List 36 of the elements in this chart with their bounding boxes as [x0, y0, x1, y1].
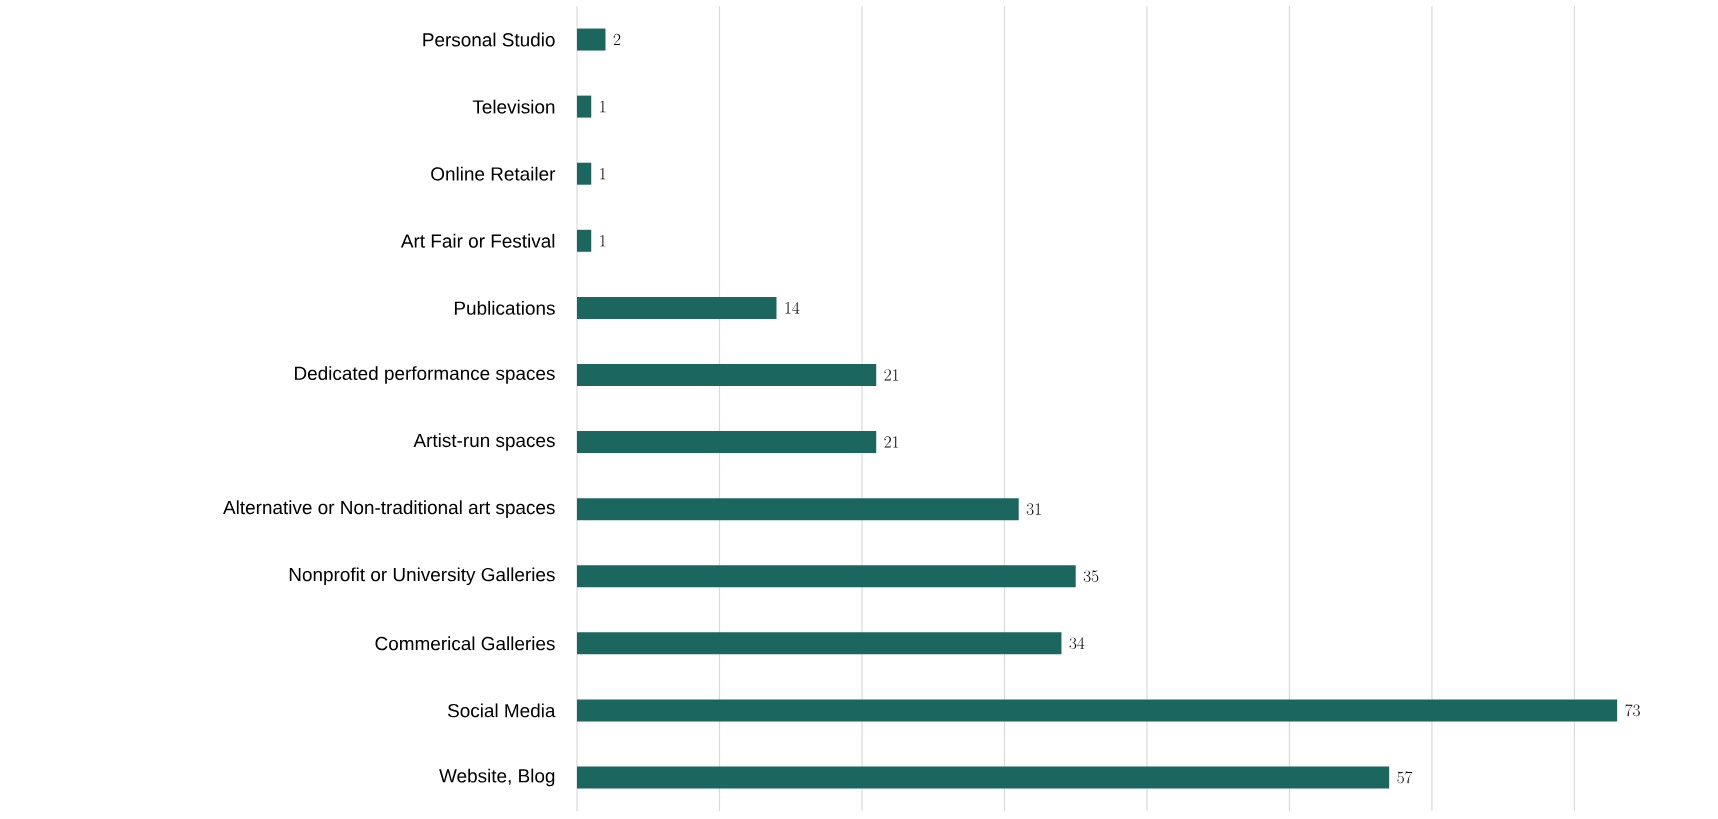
y-tick-label: Artist-run spaces [413, 433, 555, 451]
data-label: 21 [884, 369, 899, 381]
bar [577, 162, 592, 185]
data-label: 2 [613, 33, 621, 46]
data-label: 21 [884, 436, 899, 448]
y-tick-label: Online Retailer [431, 166, 556, 181]
data-label: 34 [1069, 637, 1085, 650]
y-tick-label: Commerical Galleries [375, 636, 555, 651]
bar [577, 296, 777, 319]
data-label: 1 [600, 167, 606, 180]
y-tick-label: Art Fair or Festival [400, 233, 555, 248]
data-label: 57 [1397, 771, 1413, 784]
y-tick-label: Personal Studio [423, 32, 555, 47]
data-label: 73 [1625, 704, 1640, 717]
y-tick-label: Nonprofit or University Galleries [289, 567, 555, 586]
y-tick-label: Website, Blog [439, 768, 555, 787]
data-label: 1 [600, 234, 606, 247]
bar [577, 95, 592, 118]
bar [577, 28, 606, 51]
bar [577, 699, 1618, 722]
bar [577, 632, 1062, 655]
data-label: 31 [1026, 503, 1041, 515]
data-label: 1 [600, 100, 606, 113]
bar [577, 766, 1390, 789]
bar [577, 229, 592, 252]
y-tick-label: Television [472, 99, 555, 114]
bar [577, 565, 1076, 588]
data-label: 14 [785, 301, 800, 314]
bar [577, 431, 877, 454]
data-label: 35 [1083, 570, 1099, 583]
bar [577, 363, 877, 386]
bar [577, 498, 1019, 521]
y-tick-label: Alternative or Non-traditional art spaces [223, 500, 555, 518]
y-tick-label: Publications [454, 300, 555, 315]
y-tick-label: Dedicated performance spaces [295, 366, 555, 384]
y-tick-label: Social Media [447, 703, 556, 718]
